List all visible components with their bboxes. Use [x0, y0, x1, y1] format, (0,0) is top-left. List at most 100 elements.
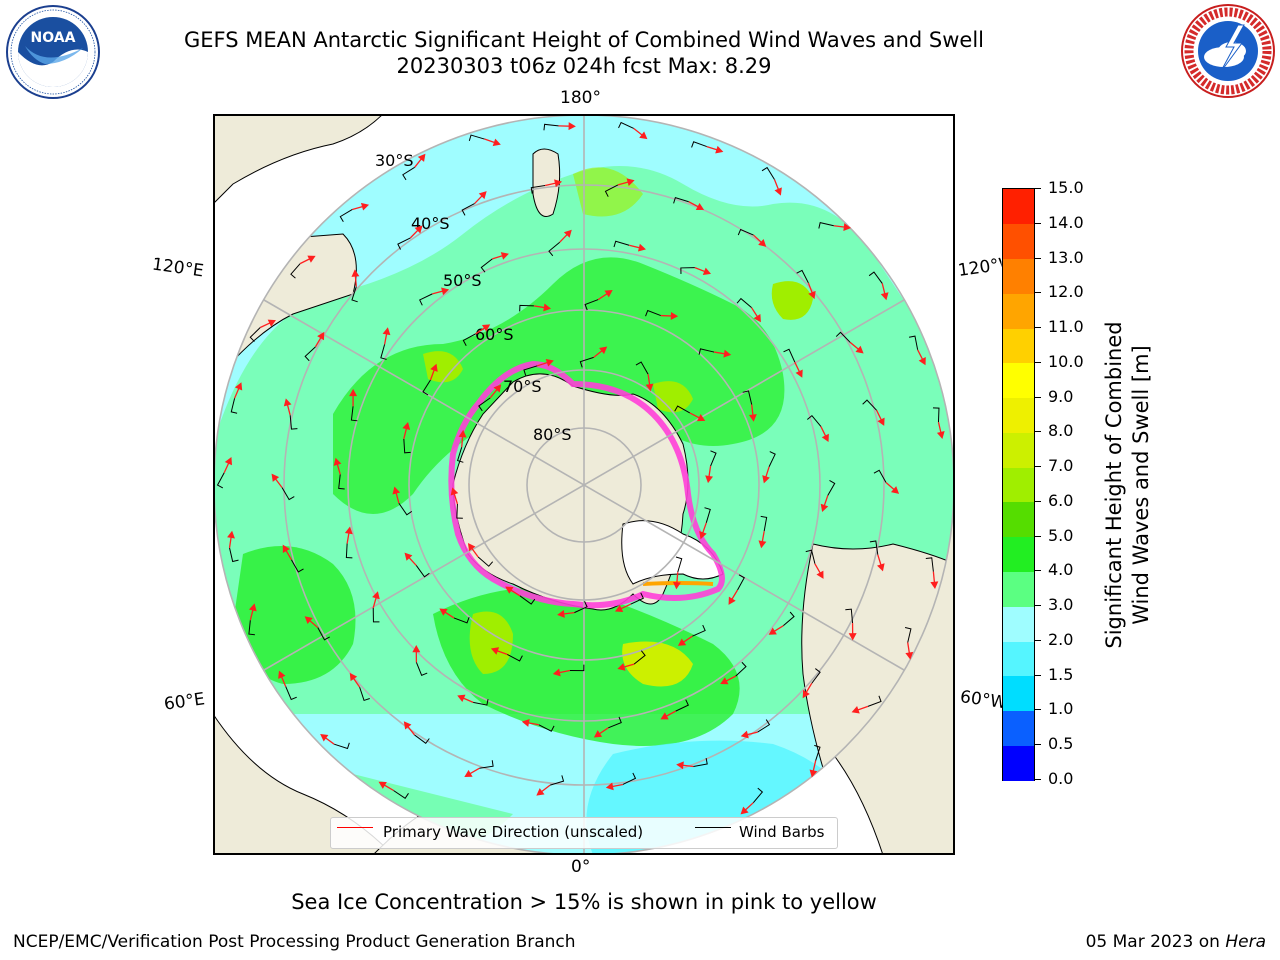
colorbar-title-line1: Significant Height of Combined	[1102, 321, 1126, 649]
wave-direction-arrow	[848, 623, 857, 641]
wind-barb	[737, 574, 745, 591]
wind-barb	[549, 775, 565, 786]
colorbar-segment	[1003, 536, 1034, 572]
wave-direction-arrow	[271, 473, 283, 488]
wind-barb	[908, 335, 919, 350]
wave-direction-arrow	[304, 616, 319, 629]
wind-barb	[229, 547, 239, 563]
wave-direction-arrow	[720, 675, 736, 685]
wave-direction-arrow	[557, 609, 575, 618]
wave-direction-arrow	[372, 591, 380, 609]
wave-direction-arrow	[905, 642, 914, 660]
wind-barb	[414, 734, 430, 745]
footer-machine: Hera	[1225, 932, 1266, 952]
wave-direction-arrow	[849, 341, 864, 354]
wind-barb	[904, 627, 912, 643]
colorbar-tick-label: 13.0	[1048, 247, 1084, 267]
chart-title: GEFS MEAN Antarctic Significant Height o…	[183, 28, 985, 52]
colorbar	[1002, 188, 1035, 781]
wave-direction-arrow	[820, 426, 829, 443]
wave-direction-arrow	[593, 346, 608, 358]
wave-direction-arrow	[880, 283, 889, 301]
wind-barb	[468, 134, 485, 141]
wave-direction-arrow	[794, 361, 803, 378]
colorbar-tick-mark	[1035, 466, 1041, 468]
wind-barb	[674, 405, 691, 414]
lat-label-30s: 30°S	[375, 151, 414, 170]
wind-barb	[479, 760, 494, 769]
wind-barb	[350, 406, 358, 422]
wave-direction-arrow	[705, 465, 714, 484]
wave-direction-arrow	[851, 705, 869, 714]
wind-barb	[359, 686, 370, 702]
wave-direction-arrow	[349, 388, 358, 407]
wind-barb	[618, 121, 634, 129]
wave-direction-arrow	[740, 730, 758, 739]
wave-direction-arrow	[403, 721, 416, 736]
wind-barb	[345, 543, 353, 559]
wave-direction-arrow	[283, 398, 292, 416]
wind-barb	[317, 627, 330, 641]
wave-direction-arrow	[713, 349, 732, 358]
wave-direction-arrow	[378, 781, 394, 792]
colorbar-segment	[1003, 293, 1034, 329]
wind-barb	[574, 601, 588, 614]
wave-direction-arrow	[676, 761, 694, 770]
wind-barb	[523, 365, 538, 376]
footer-date-text: 05 Mar 2023 on	[1085, 932, 1226, 952]
wave-direction-arrow	[457, 694, 474, 703]
wave-direction-arrow	[677, 635, 693, 646]
wind-barb	[783, 348, 796, 363]
wind-barb	[419, 293, 433, 306]
wave-direction-arrow	[773, 179, 782, 196]
noaa-logo: NOAA	[6, 5, 100, 99]
wind-barb	[862, 399, 877, 411]
wind-barb	[760, 515, 768, 532]
wave-direction-arrow	[558, 122, 576, 131]
colorbar-tick-label: 0.0	[1048, 769, 1074, 788]
wave-direction-arrow	[699, 522, 707, 540]
wave-direction-arrow	[753, 234, 767, 247]
wave-direction-arrow	[402, 421, 411, 439]
wind-barb	[530, 185, 546, 194]
wave-direction-arrow	[917, 349, 926, 366]
colorbar-segment	[1003, 432, 1034, 468]
colorbar-tick-mark	[1035, 327, 1041, 329]
colorbar-tick-mark	[1035, 709, 1041, 711]
colorbar-tick-label: 14.0	[1048, 212, 1084, 232]
colorbar-segment	[1003, 258, 1034, 294]
colorbar-segment	[1003, 675, 1034, 712]
wave-direction-arrow	[533, 303, 552, 312]
wave-direction-arrow	[802, 683, 813, 699]
colorbar-tick-mark	[1035, 639, 1041, 641]
colorbar-segment	[1003, 467, 1034, 503]
wave-direction-arrow	[706, 145, 724, 154]
wind-barb	[811, 668, 821, 684]
wave-direction-arrow	[605, 782, 624, 791]
wave-direction-arrow	[429, 363, 438, 381]
wind-barb	[290, 559, 304, 573]
wind-barb	[393, 790, 409, 799]
wind-barb	[230, 398, 238, 414]
wind-barb	[868, 271, 883, 284]
wave-direction-arrow	[617, 663, 635, 671]
sea-ice-note: Sea Ice Concentration > 15% is shown in …	[291, 890, 877, 914]
wave-direction-arrow	[223, 457, 233, 474]
wind-barb	[814, 744, 821, 761]
wind-barb	[613, 240, 630, 248]
wave-direction-arrow	[450, 487, 459, 505]
wind-barb	[402, 166, 415, 181]
wind-barb	[543, 123, 559, 131]
wave-direction-arrow	[351, 269, 360, 287]
colorbar-segment	[1003, 189, 1034, 225]
wind-barb	[415, 565, 430, 578]
colorbar-segment	[1003, 501, 1034, 538]
wave-direction-arrow	[474, 191, 487, 204]
wave-direction-arrow	[936, 421, 945, 440]
wind-barb	[422, 379, 431, 396]
map-legend: Primary Wave Direction (unscaled) Wind B…	[330, 817, 838, 849]
wind-barb	[796, 269, 809, 284]
lon-label-bottom: 0°	[571, 857, 591, 877]
wave-direction-arrow	[748, 404, 757, 422]
wave-direction-arrow	[885, 482, 900, 494]
